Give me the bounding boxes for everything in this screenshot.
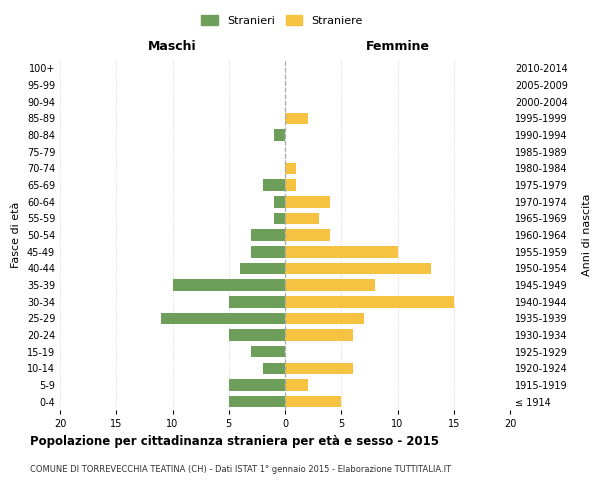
Bar bbox=[285, 312, 364, 324]
Bar bbox=[229, 396, 285, 407]
Bar bbox=[229, 329, 285, 341]
Bar bbox=[285, 362, 353, 374]
Bar bbox=[240, 262, 285, 274]
Bar bbox=[285, 112, 308, 124]
Bar bbox=[285, 296, 454, 308]
Bar bbox=[263, 362, 285, 374]
Bar bbox=[285, 196, 330, 207]
Bar bbox=[274, 196, 285, 207]
Text: Femmine: Femmine bbox=[365, 40, 430, 54]
Y-axis label: Anni di nascita: Anni di nascita bbox=[581, 194, 592, 276]
Legend: Stranieri, Straniere: Stranieri, Straniere bbox=[197, 10, 367, 30]
Bar bbox=[229, 296, 285, 308]
Text: Maschi: Maschi bbox=[148, 40, 197, 54]
Bar bbox=[285, 246, 398, 258]
Bar bbox=[285, 162, 296, 174]
Bar bbox=[285, 229, 330, 241]
Bar bbox=[251, 346, 285, 358]
Bar bbox=[274, 129, 285, 141]
Text: Popolazione per cittadinanza straniera per età e sesso - 2015: Popolazione per cittadinanza straniera p… bbox=[30, 435, 439, 448]
Bar bbox=[285, 262, 431, 274]
Bar bbox=[285, 379, 308, 391]
Y-axis label: Fasce di età: Fasce di età bbox=[11, 202, 21, 268]
Text: COMUNE DI TORREVECCHIA TEATINA (CH) - Dati ISTAT 1° gennaio 2015 - Elaborazione : COMUNE DI TORREVECCHIA TEATINA (CH) - Da… bbox=[30, 465, 451, 474]
Bar bbox=[263, 179, 285, 191]
Bar bbox=[285, 179, 296, 191]
Bar bbox=[229, 379, 285, 391]
Bar bbox=[173, 279, 285, 291]
Bar bbox=[285, 212, 319, 224]
Bar bbox=[274, 212, 285, 224]
Bar bbox=[251, 229, 285, 241]
Bar bbox=[285, 329, 353, 341]
Bar bbox=[285, 396, 341, 407]
Bar bbox=[251, 246, 285, 258]
Bar bbox=[161, 312, 285, 324]
Bar bbox=[285, 279, 375, 291]
